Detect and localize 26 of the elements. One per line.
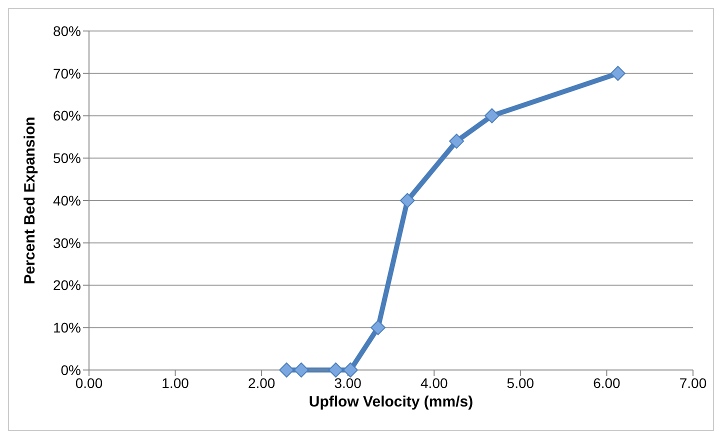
x-tick-label: 6.00 bbox=[593, 374, 621, 391]
y-tick-label: 50% bbox=[52, 150, 81, 166]
point bbox=[400, 193, 415, 208]
y-tick-label: 40% bbox=[52, 192, 81, 208]
point bbox=[328, 362, 344, 378]
y-tick-label: 60% bbox=[52, 108, 81, 124]
y-axis-title: Percent Bed Expansion bbox=[21, 116, 38, 284]
x-tick-label: 1.00 bbox=[162, 374, 190, 391]
y-tick-label: 80% bbox=[52, 22, 81, 39]
x-tick-label: 5.00 bbox=[506, 374, 534, 391]
point bbox=[610, 66, 626, 81]
y-tick-label: 20% bbox=[52, 277, 81, 294]
point bbox=[294, 362, 309, 378]
point bbox=[342, 362, 358, 378]
y-tick-label: 10% bbox=[52, 320, 81, 336]
x-tick-label: 4.00 bbox=[420, 374, 448, 391]
point bbox=[449, 134, 464, 149]
point bbox=[370, 320, 386, 336]
x-tick-label: 7.00 bbox=[679, 374, 707, 391]
x-axis-title: Upflow Velocity (mm/s) bbox=[308, 394, 474, 411]
y-tick-label: 70% bbox=[52, 65, 81, 82]
point bbox=[484, 108, 500, 124]
y-tick-label: 30% bbox=[52, 234, 81, 251]
x-tick-label: 3.00 bbox=[334, 374, 362, 391]
point bbox=[279, 362, 294, 378]
x-tick-label: 2.00 bbox=[248, 374, 276, 391]
